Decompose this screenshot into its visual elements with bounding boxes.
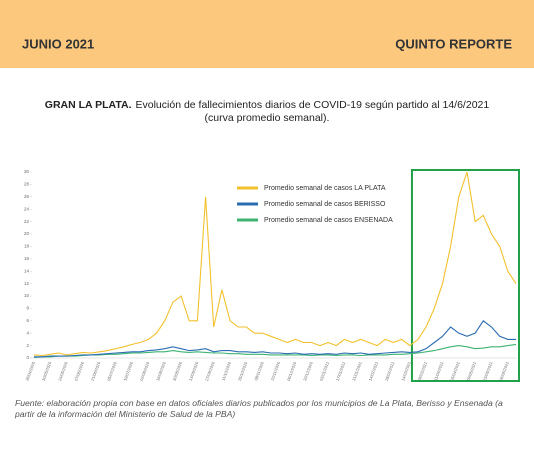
x-tick-label: 22/11/2020 (270, 360, 282, 381)
y-tick-label: 0 (26, 355, 29, 360)
x-tick-label: 14/03/2021 (400, 360, 412, 381)
y-tick-label: 16 (24, 256, 30, 261)
y-tick-label: 6 (26, 318, 29, 323)
x-tick-label: 21/06/2020 (90, 360, 102, 381)
y-tick-label: 2 (26, 343, 29, 348)
x-tick-label: 07/06/2020 (73, 360, 85, 381)
y-tick-label: 30 (24, 169, 30, 174)
y-tick-label: 14 (24, 268, 30, 273)
x-tick-label: 10/05/2020 (41, 360, 53, 381)
y-tick-label: 20 (24, 231, 30, 236)
y-tick-label: 12 (24, 281, 30, 286)
x-tick-label: 08/11/2020 (253, 360, 265, 381)
x-tick-label: 24/05/2020 (57, 360, 69, 381)
x-tick-label: 11/04/2021 (433, 360, 445, 381)
x-tick-label: 02/08/2020 (139, 360, 151, 381)
x-tick-label: 28/03/2021 (417, 360, 429, 381)
x-tick-label: 06/06/2021 (498, 360, 510, 381)
y-tick-label: 24 (24, 206, 30, 211)
y-tick-label: 18 (24, 244, 30, 249)
x-tick-label: 27/09/2020 (204, 360, 216, 381)
header-right: QUINTO REPORTE (395, 36, 512, 51)
footer: Fuente: elaboración propia con base en d… (15, 398, 503, 419)
x-tick-label: 13/09/2020 (188, 360, 200, 381)
x-tick-label: 17/01/2021 (335, 360, 347, 381)
x-tick-label: 03/01/2021 (318, 360, 330, 381)
legend-label: Promedio semanal de casos ENSENADA (264, 217, 393, 224)
x-tick-label: 11/10/2020 (221, 360, 233, 381)
header-band (0, 0, 534, 68)
highlight-box (410, 169, 520, 382)
series-line (33, 171, 517, 357)
y-tick-label: 28 (24, 182, 30, 187)
series-line (33, 343, 517, 358)
chart-title: GRAN LA PLATA. Evolución de fallecimiento… (45, 99, 490, 111)
y-tick-label: 10 (24, 293, 30, 298)
x-tick-label: 16/08/2020 (155, 360, 167, 381)
x-tick-label: 25/04/2021 (449, 360, 461, 381)
x-tick-label: 25/10/2020 (237, 360, 249, 381)
x-tick-label: 14/02/2021 (368, 360, 380, 381)
x-tick-label: 26/04/2020 (24, 360, 36, 381)
y-tick-label: 8 (26, 306, 29, 311)
x-tick-label: 19/07/2020 (122, 360, 134, 381)
header-left: JUNIO 2021 (22, 36, 94, 51)
y-tick-label: 22 (24, 219, 30, 224)
x-tick-label: 09/05/2021 (466, 360, 478, 381)
legend-label: Promedio semanal de casos LA PLATA (264, 185, 386, 192)
y-tick-label: 26 (24, 194, 30, 199)
y-tick-label: 4 (26, 330, 29, 335)
x-tick-label: 05/07/2020 (106, 360, 118, 381)
x-tick-label: 23/05/2021 (482, 360, 494, 381)
x-tick-label: 28/02/2021 (384, 360, 396, 381)
chart-subtitle: (curva promedio semanal). (205, 112, 330, 124)
legend-label: Promedio semanal de casos BERISSO (264, 201, 386, 208)
title-text: Evolución de fallecimientos diarios de C… (136, 99, 490, 111)
x-tick-label: 06/12/2020 (286, 360, 298, 381)
title-prefix: GRAN LA PLATA. (45, 99, 132, 111)
x-tick-label: 31/01/2021 (351, 360, 363, 381)
x-tick-label: 30/08/2020 (171, 360, 183, 381)
series-line (34, 320, 516, 358)
x-tick-label: 20/12/2020 (302, 360, 314, 381)
